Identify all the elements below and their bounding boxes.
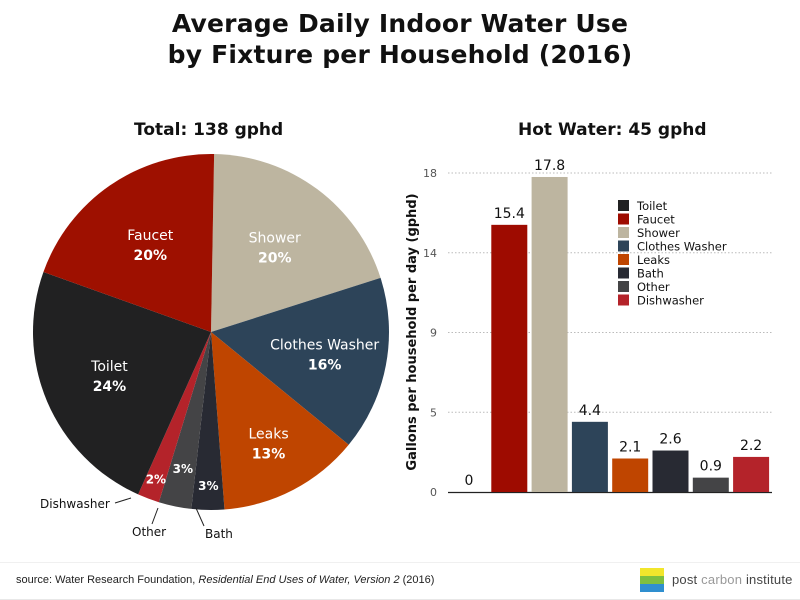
logo-band-green bbox=[640, 576, 664, 584]
pie-slice-dishwasher bbox=[138, 332, 211, 503]
pie-percent-clothes-washer: 16% bbox=[308, 358, 342, 374]
chart-title-line-2: by Fixture per Household (2016) bbox=[167, 40, 633, 69]
bar-leaks bbox=[612, 458, 649, 492]
chart-title-line-1: Average Daily Indoor Water Use bbox=[171, 9, 629, 38]
bar-clothes-washer bbox=[571, 421, 608, 492]
pie-percent-leaks: 13% bbox=[252, 447, 286, 463]
pie-label-toilet: Toilet bbox=[90, 359, 128, 375]
bar-dishwasher bbox=[733, 456, 770, 492]
bar-value-label-leaks: 2.1 bbox=[619, 440, 641, 456]
pie-outside-label-bath: Bath bbox=[205, 527, 233, 541]
pie-label-faucet: Faucet bbox=[127, 228, 174, 244]
pie-outside-label-dishwasher: Dishwasher bbox=[40, 497, 110, 511]
legend-label-bath: Bath bbox=[637, 267, 664, 281]
pie-percent-other: 3% bbox=[173, 462, 193, 476]
bar-value-label-bath: 2.6 bbox=[659, 432, 681, 448]
source-suffix: (2016) bbox=[399, 574, 435, 586]
pie-slice-clothes-washer bbox=[211, 277, 389, 445]
source-title: Residential End Uses of Water, Version 2 bbox=[198, 574, 400, 586]
bar-value-label-shower: 17.8 bbox=[534, 158, 565, 174]
pie-slice-faucet bbox=[43, 154, 215, 332]
source-prefix: source: Water Research Foundation, bbox=[16, 574, 199, 586]
footer: source: Water Research Foundation, Resid… bbox=[0, 562, 800, 600]
y-tick-label-9: 9 bbox=[430, 327, 437, 340]
pie-percent-faucet: 20% bbox=[134, 248, 168, 264]
bar-value-label-toilet: 0 bbox=[465, 473, 474, 489]
legend-swatch-other bbox=[618, 281, 629, 292]
legend-label-faucet: Faucet bbox=[637, 213, 675, 227]
bar-shower bbox=[531, 176, 568, 493]
pie-slice-toilet bbox=[32, 271, 212, 495]
pie-leader-line-other bbox=[151, 507, 159, 525]
pie-chart: Shower 20% Clothes Washer 16% Leaks 13% 3% Bath… bbox=[32, 154, 389, 541]
pie-outside-label-other: Other bbox=[132, 525, 166, 539]
pie-chart-title: Total: 138 gphd bbox=[134, 120, 284, 140]
pie-slice-bath bbox=[191, 332, 225, 511]
bar-value-label-clothes-washer: 4.4 bbox=[579, 403, 601, 419]
pie-slice-leaks bbox=[211, 332, 349, 510]
y-tick-label-5: 5 bbox=[430, 406, 437, 419]
legend-swatch-dishwasher bbox=[618, 294, 629, 306]
legend-label-shower: Shower bbox=[637, 226, 680, 240]
legend-swatch-faucet bbox=[618, 213, 629, 225]
legend-swatch-shower bbox=[618, 227, 629, 238]
legend-swatch-leaks bbox=[618, 254, 629, 265]
logo-wordmark: post carbon institute bbox=[672, 572, 793, 587]
source-citation: source: Water Research Foundation, Resid… bbox=[16, 574, 434, 586]
pie-label-clothes-washer: Clothes Washer bbox=[270, 338, 379, 354]
bar-faucet bbox=[491, 224, 528, 492]
legend-label-toilet: Toilet bbox=[636, 199, 668, 213]
pie-leader-line-dishwasher bbox=[114, 497, 132, 504]
charts-canvas: Shower 20% Clothes Washer 16% Leaks 13% 3% Bath… bbox=[32, 154, 772, 541]
pie-percent-bath: 3% bbox=[198, 479, 218, 493]
pie-percent-dishwasher: 2% bbox=[146, 473, 166, 487]
bar-bath bbox=[652, 450, 689, 492]
pie-percent-toilet: 24% bbox=[93, 379, 127, 395]
pie-percent-shower: 20% bbox=[258, 250, 292, 266]
legend-label-dishwasher: Dishwasher bbox=[637, 294, 704, 308]
bar-value-label-faucet: 15.4 bbox=[494, 206, 525, 222]
logo-word-institute: institute bbox=[745, 572, 793, 587]
post-carbon-logo-icon bbox=[640, 568, 664, 592]
legend-swatch-bath bbox=[618, 267, 629, 279]
chart-title: Average Daily Indoor Water Use by Fixtur… bbox=[0, 8, 800, 70]
pie-slice-other bbox=[158, 332, 211, 509]
legend-label-other: Other bbox=[637, 280, 670, 294]
legend-swatch-clothes-washer bbox=[618, 240, 629, 252]
y-axis-title: Gallons per household per day (gphd) bbox=[405, 193, 420, 470]
pie-label-shower: Shower bbox=[249, 230, 301, 246]
y-tick-label-14: 14 bbox=[423, 247, 437, 260]
logo-word-carbon: carbon bbox=[697, 572, 746, 587]
bar-chart-title: Hot Water: 45 gphd bbox=[518, 120, 707, 140]
bar-value-label-dishwasher: 2.2 bbox=[740, 438, 762, 454]
pie-leader-line-bath bbox=[195, 507, 205, 527]
logo-band-blue bbox=[640, 584, 664, 592]
bar-other bbox=[692, 477, 729, 492]
legend-label-leaks: Leaks bbox=[637, 253, 670, 267]
y-tick-label-0: 0 bbox=[430, 486, 437, 499]
logo-word-post: post bbox=[672, 572, 698, 587]
pie-slice-shower bbox=[211, 154, 381, 332]
y-tick-label-18: 18 bbox=[423, 167, 437, 180]
legend-swatch-toilet bbox=[618, 200, 629, 211]
pie-label-leaks: Leaks bbox=[248, 427, 288, 443]
legend-label-clothes-washer: Clothes Washer bbox=[637, 240, 727, 254]
bar-value-label-other: 0.9 bbox=[700, 459, 722, 475]
logo-band-yellow bbox=[640, 568, 664, 576]
